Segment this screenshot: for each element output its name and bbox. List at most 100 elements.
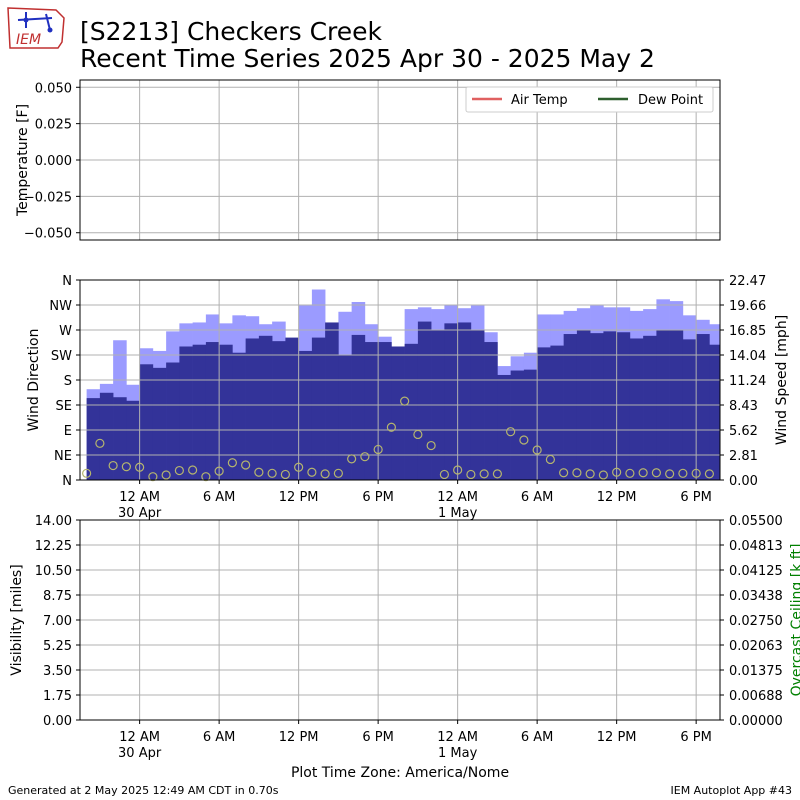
x-tick-date-label: 30 Apr [118,746,162,761]
speed-tick-label: 19.66 [729,299,766,314]
x-tick-label: 12 AM [437,730,478,745]
direction-tick-label: NE [54,449,72,464]
x-tick-label: 6 AM [203,730,236,745]
speed-bar [550,345,564,480]
logo-text: IEM [16,32,41,48]
x-tick-date-label: 1 May [438,746,478,761]
x-tick-label: 12 AM [119,490,160,505]
ceiling-tick-label: 0.05500 [729,514,783,529]
ceiling-tick-label: 0.04125 [729,564,783,579]
ceiling-tick-label: 0.03438 [729,589,783,604]
speed-tick-label: 5.62 [729,424,758,439]
wind-direction-point [174,465,184,476]
temperature-tick-label: −0.025 [24,190,72,205]
visibility-tick-label: 7.00 [43,614,72,629]
speed-bar [417,321,432,480]
x-tick-label: 12 AM [119,730,160,745]
visibility-ticks: 0.00 1.75 3.50 5.25 7.00 8.75 10.50 12.25 14.00 0… [35,514,783,729]
wind-direction-point [453,465,463,475]
wind-speed-axis-label: Wind Speed [mph] [774,315,790,445]
speed-bar [404,343,419,480]
speed-bar [311,337,326,480]
visibility-tick-label: 10.50 [35,564,72,579]
speed-bar [497,374,511,480]
speed-bar [205,342,220,480]
direction-tick-label: SW [51,349,72,364]
wind-direction-point [479,469,489,479]
temperature-y-label: Temperature [F] [15,104,31,217]
x-tick-label: 12 PM [597,490,637,505]
wind-direction-point [267,468,277,478]
speed-bar [378,342,392,480]
speed-bar [139,364,154,480]
visibility-plot-frame [79,519,721,721]
x-tick-label: 6 PM [362,490,393,505]
wind-direction-point [559,468,569,478]
x-tick-label: 12 PM [597,730,637,745]
wind-direction-point [585,469,595,479]
wind-direction-point [506,427,516,437]
speed-bar [537,347,551,480]
wind-direction-point [241,460,251,470]
x-tick-label: 6 PM [362,730,393,745]
wind-direction-point [148,472,158,482]
speed-tick-label: 11.24 [729,374,766,389]
speed-bar [258,335,273,480]
speed-bar [457,322,472,480]
app-credit: IEM Autoplot App #43 [671,784,793,797]
speed-bar [325,322,339,480]
speed-bar [192,344,207,480]
visibility-tick-label: 8.75 [43,589,72,604]
speed-bar [709,344,721,480]
speed-bar [272,341,286,480]
wind-direction-point [82,468,92,478]
direction-tick-label: N [62,274,72,289]
x-tick-label: 12 PM [279,730,319,745]
wind-direction-point [439,469,449,480]
temperature-panel: 0.050 0.025 0.000 −0.025 −0.050 Temperature … [15,79,721,242]
speed-bar [179,346,193,480]
wind-direction-point [121,462,131,472]
wind-direction-point [95,438,105,448]
direction-tick-label: E [64,424,72,439]
direction-tick-label: S [64,374,72,389]
visibility-axis-label: Visibility [miles] [9,564,25,675]
x-tick-date-label: 30 Apr [118,506,162,521]
speed-tick-label: 22.47 [729,274,766,289]
wind-direction-point [413,429,423,440]
speed-tick-label: 8.43 [729,399,758,414]
temperature-tick-label: 0.025 [35,118,72,133]
wind-direction-point [426,440,436,451]
visibility-tick-label: 1.75 [43,689,72,704]
x-tick-label: 6 PM [680,730,711,745]
speed-bar [99,392,114,480]
wind-direction-point [347,454,357,464]
speed-bar [245,338,260,480]
speed-bar [232,352,246,480]
ceiling-tick-label: 0.02063 [729,639,783,654]
wind-direction-markers [82,396,714,482]
chart-title-line1: [S2213] Checkers Creek [80,17,383,46]
wind-direction-point [201,472,211,482]
wind-direction-point [214,466,224,476]
x-tick-label: 6 AM [203,490,236,505]
wind-direction-point [651,468,661,478]
speed-bar [616,332,631,480]
wind-direction-point [598,470,608,480]
speed-bar [152,367,167,480]
wind-direction-point [280,469,290,480]
speed-bar [629,338,644,480]
ceiling-tick-label: 0.01375 [729,664,783,679]
direction-tick-label: W [59,324,72,339]
speed-bar [364,342,379,480]
wind-direction-point [665,469,675,479]
speed-bar [86,398,101,480]
visibility-tick-label: 14.00 [35,514,72,529]
ceiling-tick-label: 0.02750 [729,614,783,629]
wind-direction-point [612,467,622,477]
iem-logo: IEM [7,7,65,49]
direction-tick-label: NW [49,299,72,314]
temperature-plot-frame [79,79,721,241]
